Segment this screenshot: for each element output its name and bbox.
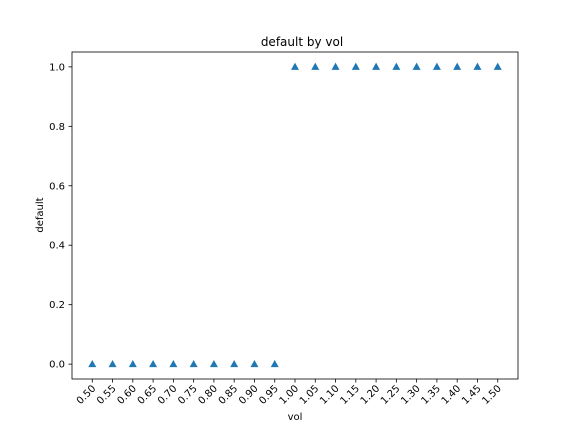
y-axis-title: default xyxy=(35,197,46,232)
data-point-marker xyxy=(250,359,259,368)
data-point-marker xyxy=(351,62,360,70)
data-point-marker xyxy=(108,359,117,368)
y-tick-label: 0.8 xyxy=(49,122,65,133)
data-point-marker xyxy=(209,359,218,368)
data-point-marker xyxy=(432,62,441,70)
data-point-marker xyxy=(291,62,299,70)
data-point-marker xyxy=(453,62,462,70)
y-tick-label: 0.6 xyxy=(49,181,65,192)
y-axis: 0.0 0.2 0.4 0.6 0.8 1.0 xyxy=(49,62,72,371)
data-point-marker xyxy=(128,359,137,368)
data-point-marker xyxy=(189,359,198,368)
data-point-marker xyxy=(270,359,279,368)
data-point-marker xyxy=(392,62,401,70)
chart-title: default by vol xyxy=(261,35,343,49)
data-point-marker xyxy=(372,62,381,70)
data-point-marker xyxy=(493,62,502,70)
data-point-marker xyxy=(412,62,421,70)
data-point-marker xyxy=(473,62,482,70)
data-point-marker xyxy=(311,62,320,70)
x-axis-title: vol xyxy=(288,412,303,423)
y-tick-label: 1.0 xyxy=(49,62,65,73)
data-point-marker xyxy=(331,62,340,70)
y-tick-label: 0.2 xyxy=(49,300,65,311)
data-point-marker xyxy=(149,359,158,368)
data-series xyxy=(88,62,502,368)
y-tick-label: 0.0 xyxy=(49,360,65,371)
data-point-marker xyxy=(230,359,239,368)
y-tick-label: 0.4 xyxy=(49,241,65,252)
data-point-marker xyxy=(88,359,97,368)
data-point-marker xyxy=(169,359,178,368)
